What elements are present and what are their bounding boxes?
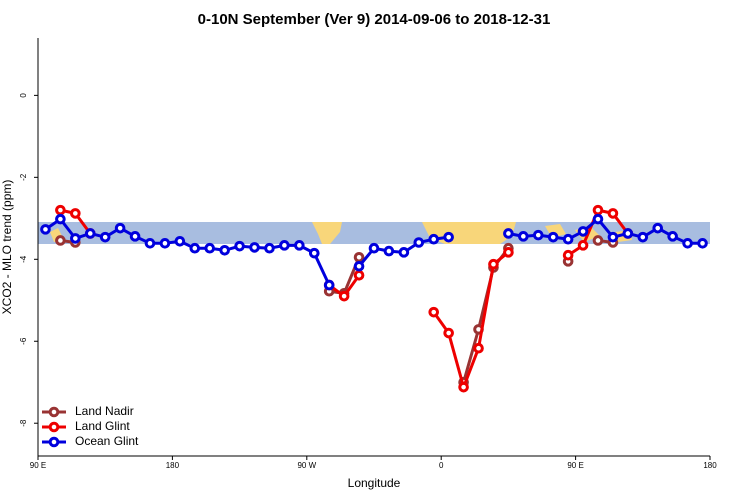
- point: [667, 231, 678, 242]
- point: [368, 242, 380, 254]
- point: [518, 231, 529, 242]
- point: [428, 233, 440, 245]
- y-tick-label: -4: [19, 255, 28, 263]
- point: [592, 213, 604, 225]
- point: [398, 247, 410, 258]
- point: [40, 224, 51, 235]
- point: [323, 279, 335, 291]
- point: [532, 229, 544, 241]
- point: [562, 233, 574, 245]
- point: [562, 249, 574, 261]
- point: [249, 242, 260, 253]
- chart-title: 0-10N September (Ver 9) 2014-09-06 to 20…: [198, 11, 551, 28]
- x-tick-label: 0: [439, 461, 444, 470]
- point: [159, 238, 171, 249]
- point: [577, 240, 589, 251]
- point: [234, 240, 245, 252]
- point: [219, 244, 230, 256]
- point: [383, 245, 395, 257]
- point: [413, 237, 425, 248]
- point: [637, 231, 649, 243]
- y-tick-label: 0: [19, 93, 28, 98]
- x-tick-label: 90 E: [567, 461, 583, 470]
- point: [264, 242, 275, 254]
- point: [338, 290, 350, 302]
- x-tick-label: 180: [166, 461, 180, 470]
- point: [652, 222, 664, 234]
- point: [353, 260, 365, 272]
- point: [622, 228, 634, 239]
- x-tick-label: 90 W: [297, 461, 316, 470]
- point: [55, 235, 66, 246]
- x-tick-label: 90 E: [30, 461, 46, 470]
- y-axis-label: XCO2 - MLO trend (ppm): [0, 180, 14, 315]
- legend-marker: [48, 436, 60, 448]
- point: [458, 381, 469, 393]
- point: [308, 247, 320, 259]
- x-axis-label: Longitude: [348, 476, 401, 490]
- point: [204, 242, 216, 254]
- point: [55, 213, 66, 225]
- point: [503, 247, 514, 258]
- point: [592, 204, 604, 216]
- point: [607, 208, 619, 219]
- point: [697, 238, 708, 249]
- point: [443, 231, 454, 243]
- point: [55, 204, 66, 216]
- y-tick-label: -6: [19, 337, 28, 345]
- point: [353, 269, 365, 281]
- point: [84, 228, 96, 239]
- series-line: [60, 238, 614, 383]
- legend-label: Land Nadir: [75, 404, 134, 418]
- point: [70, 233, 81, 244]
- point: [189, 242, 201, 254]
- point: [607, 231, 619, 243]
- point: [577, 226, 589, 237]
- point: [473, 342, 484, 354]
- point: [592, 235, 604, 246]
- point: [503, 228, 514, 239]
- y-tick-label: -2: [19, 173, 28, 181]
- point: [144, 238, 156, 249]
- point: [547, 231, 559, 243]
- point: [114, 222, 126, 234]
- point: [428, 306, 440, 318]
- point: [682, 238, 693, 249]
- point: [294, 240, 305, 251]
- legend-label: Ocean Glint: [75, 434, 139, 448]
- y-tick-label: -8: [19, 419, 28, 427]
- x-tick-label: 180: [703, 461, 717, 470]
- legend-label: Land Glint: [75, 419, 130, 433]
- point: [70, 208, 81, 219]
- point: [129, 231, 141, 242]
- legend-marker: [48, 406, 60, 418]
- land-patch: [312, 222, 342, 244]
- point: [443, 327, 454, 339]
- legend-marker: [48, 421, 60, 433]
- point: [353, 251, 365, 263]
- point: [99, 231, 111, 243]
- point: [174, 235, 186, 247]
- point: [279, 240, 290, 251]
- point: [488, 258, 499, 270]
